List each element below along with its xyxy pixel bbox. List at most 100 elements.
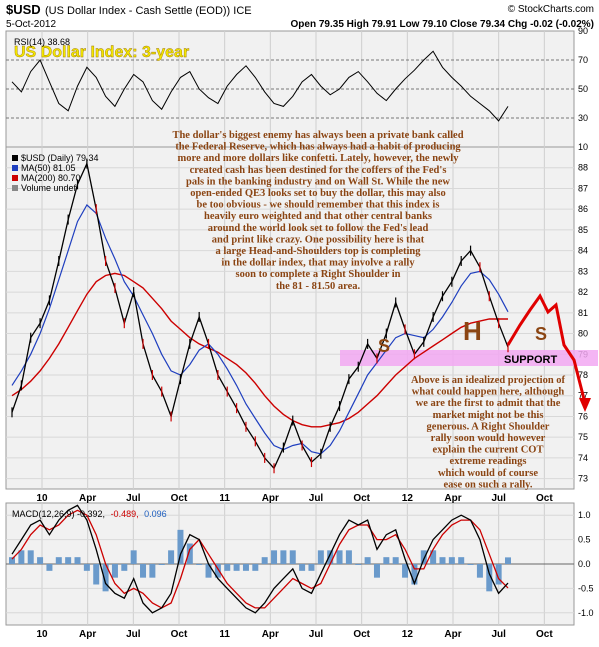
- macd-histogram-bar: [121, 564, 128, 571]
- x-axis-macd: 10 Apr Jul Oct 11 Apr Jul Oct 12 Apr Jul Oct: [36, 629, 553, 640]
- macd-axis: 1.0 0.5 0.0 -0.5 -1.0: [578, 510, 594, 618]
- macd-histogram-bar: [55, 557, 62, 564]
- annotation-line: The dollar's biggest enemy has always be…: [172, 130, 463, 141]
- watermark-text: © StockCharts.com: [508, 4, 594, 15]
- macd-label-signal: -0.489,: [111, 509, 139, 519]
- macd-tick-label: -0.5: [578, 583, 594, 593]
- annotation-line: Above is an idealized projection of: [411, 375, 566, 386]
- macd-histogram-bar: [476, 564, 483, 578]
- x-tick-label: 10: [36, 493, 48, 504]
- projection-line: [506, 293, 587, 404]
- macd-histogram-bar: [140, 564, 147, 578]
- symbol-label: $USD: [6, 2, 41, 17]
- rsi-line: [11, 50, 509, 122]
- macd-histogram-bar: [27, 550, 34, 564]
- legend-label: MA(200) 80.70: [21, 173, 81, 183]
- x-tick-label: Apr: [79, 629, 96, 640]
- macd-histogram-bar: [233, 564, 240, 571]
- macd-histogram-bar: [505, 557, 511, 564]
- macd-histogram-bar: [168, 550, 175, 564]
- macd-histogram-bar: [111, 564, 118, 578]
- x-tick-label: Apr: [262, 629, 279, 640]
- legend-swatch: [12, 155, 18, 161]
- macd-histogram-bar: [186, 543, 193, 564]
- macd-histogram-bar: [420, 550, 427, 564]
- macd-histogram-bar: [177, 529, 184, 564]
- macd-histogram-bar: [439, 557, 446, 564]
- x-tick-label: Jul: [491, 629, 506, 640]
- macd-histogram-bar: [430, 550, 437, 564]
- annotation-line: open-ended QE3 looks set to buy the doll…: [190, 188, 445, 199]
- macd-histogram-bar: [158, 564, 165, 565]
- macd-histogram-bar: [458, 557, 465, 564]
- annotation-line: be too obvious - we should remember that…: [197, 200, 440, 211]
- legend-swatch: [12, 165, 18, 171]
- description-label: (US Dollar Index - Cash Settle (EOD)) IC…: [45, 5, 252, 17]
- x-tick-label: Apr: [444, 629, 461, 640]
- macd-histogram-bar: [402, 564, 409, 578]
- macd-histogram-bar: [65, 557, 72, 564]
- rsi-axis: 10 30 50 70 90: [578, 26, 588, 152]
- x-tick-label: Jul: [126, 493, 141, 504]
- macd-tick-label: 0.5: [578, 535, 591, 545]
- rsi-tick-label: 30: [578, 113, 588, 123]
- rsi-tick-label: 10: [578, 142, 588, 152]
- macd-histogram-bar: [205, 564, 212, 578]
- legend-label: Volume undef: [21, 183, 77, 193]
- macd-histogram-bar: [336, 550, 343, 564]
- macd-histogram-bar: [224, 564, 231, 571]
- annotation-line: the 81 - 81.50 area.: [276, 281, 361, 292]
- annotation-lower: Above is an idealized projection ofwhat …: [411, 375, 566, 490]
- price-tick-label: 73: [578, 474, 588, 484]
- rsi-tick-label: 50: [578, 84, 588, 94]
- x-tick-label: Oct: [353, 629, 370, 640]
- x-tick-label: 11: [219, 493, 230, 504]
- annotation-line: explain the current COT: [433, 445, 544, 456]
- macd-histogram-bar: [373, 564, 380, 578]
- macd-line: [11, 504, 509, 614]
- macd-histogram-bar: [289, 550, 296, 564]
- macd-histogram-bar: [364, 557, 371, 564]
- macd-tick-label: -1.0: [578, 608, 594, 618]
- x-tick-label: Apr: [444, 493, 461, 504]
- macd-histogram-bar: [411, 564, 418, 585]
- annotation-line: which would of course: [438, 468, 538, 479]
- macd-histogram-bar: [271, 550, 278, 564]
- support-label: SUPPORT: [504, 354, 557, 366]
- price-tick-label: 84: [578, 246, 588, 256]
- annotation-line: soon to complete a Right Shoulder in: [236, 269, 401, 280]
- price-tick-label: 81: [578, 308, 588, 318]
- date-label: 5-Oct-2012: [6, 19, 56, 30]
- price-tick-label: 76: [578, 411, 588, 421]
- macd-histogram-bar: [196, 564, 203, 565]
- annotation-line: more and more dollars like confetti. Lat…: [178, 153, 460, 164]
- macd-histogram-bar: [486, 564, 493, 592]
- macd-histogram-bar: [74, 557, 81, 564]
- x-tick-label: Oct: [171, 493, 188, 504]
- x-tick-label: Jul: [309, 629, 324, 640]
- price-tick-label: 87: [578, 183, 588, 193]
- annotation-line: pals in the banking industry and on Wall…: [186, 176, 450, 187]
- annotation-line: what could happen here, although: [412, 387, 565, 398]
- projection-arrow: [579, 398, 591, 412]
- x-tick-label: 11: [219, 629, 230, 640]
- ma200-line: [11, 272, 508, 428]
- macd-histogram-bar: [37, 557, 44, 564]
- x-tick-label: 12: [402, 629, 414, 640]
- legend-label: $USD (Daily) 79.34: [21, 153, 99, 163]
- macd-histogram-bar: [495, 564, 502, 585]
- macd-histogram-bar: [46, 564, 53, 571]
- x-tick-label: Oct: [171, 629, 188, 640]
- macd-histogram-bar: [345, 550, 352, 564]
- macd-histogram-bar: [383, 557, 390, 564]
- head-label: H: [463, 316, 482, 346]
- macd-histogram-bar: [327, 550, 334, 564]
- annotation-line: and print like crazy. One possibility he…: [212, 234, 425, 245]
- price-axis: 73747576777879808182838485868788: [578, 163, 588, 484]
- left-shoulder-label: S: [378, 336, 390, 356]
- annotation-line: generous. A Right Shoulder: [427, 421, 550, 432]
- macd-histogram-bar: [252, 564, 259, 571]
